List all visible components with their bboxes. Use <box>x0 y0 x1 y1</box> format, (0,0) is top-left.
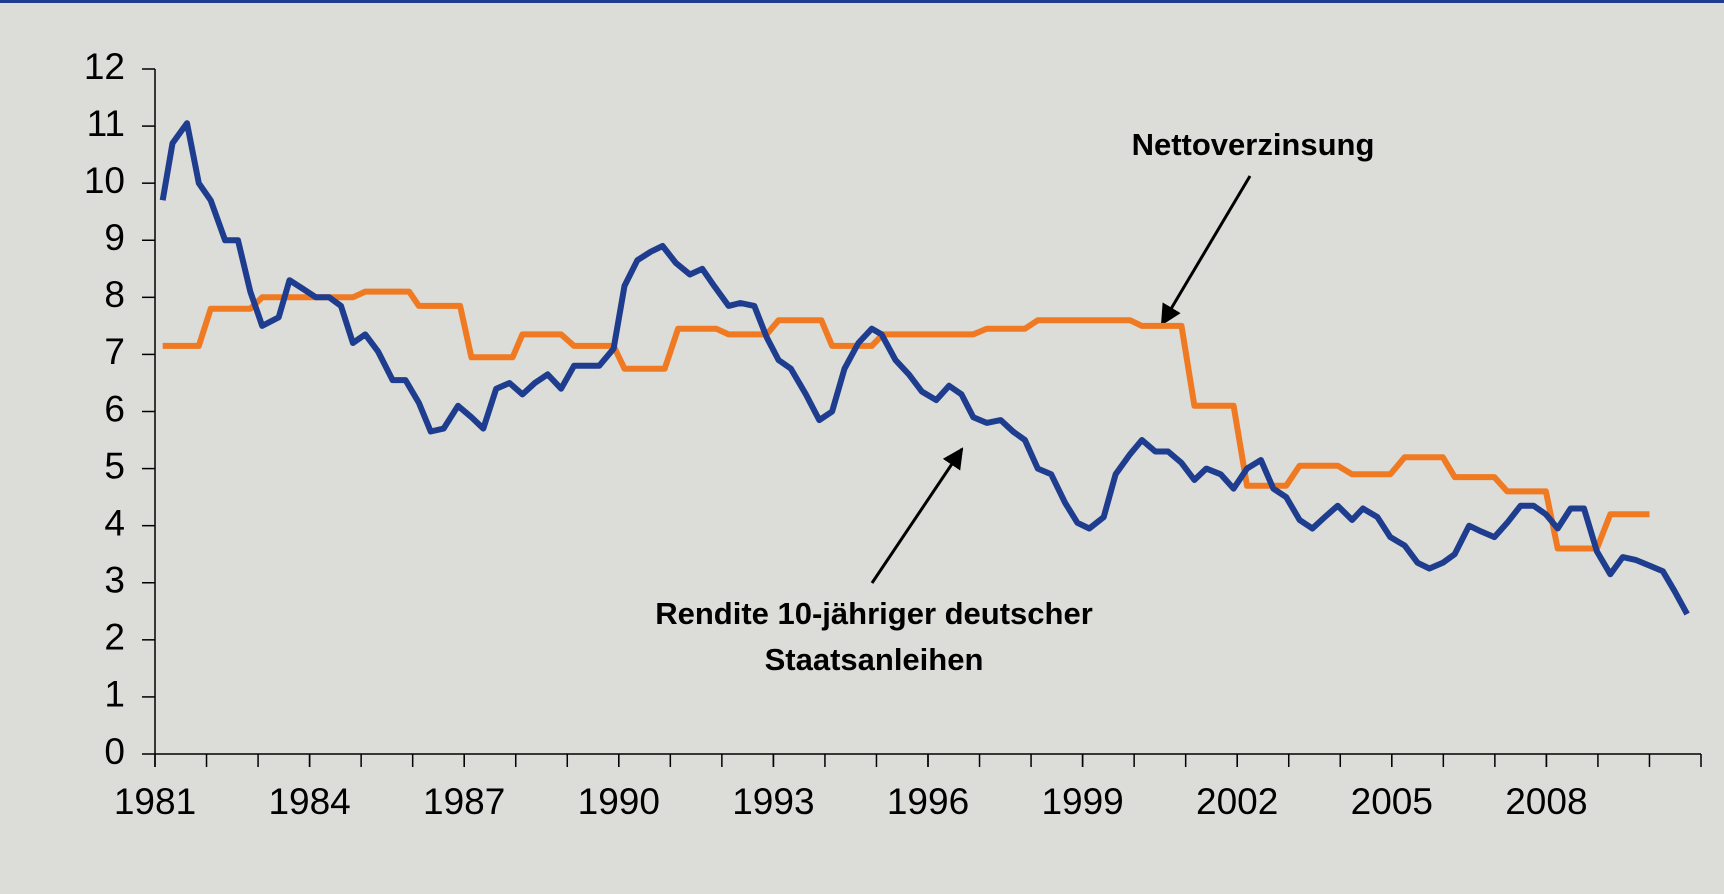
series-line <box>159 120 1690 616</box>
y-tick-label: 12 <box>84 46 125 87</box>
x-tick-label: 2002 <box>1196 781 1278 822</box>
x-tick-label: 1984 <box>268 781 350 822</box>
annotation: Staatsanleihen <box>765 642 984 677</box>
x-tick-label: 1990 <box>578 781 660 822</box>
y-tick-label: 4 <box>104 502 125 543</box>
y-tick-label: 2 <box>104 617 125 658</box>
annotation-arrow <box>870 447 964 584</box>
annotation: Nettoverzinsung <box>1132 127 1375 162</box>
y-tick-label: 9 <box>104 217 125 258</box>
y-tick-label: 8 <box>104 274 125 315</box>
x-tick-label: 1993 <box>732 781 814 822</box>
annotation-arrow <box>1160 175 1252 326</box>
x-tick-label: 1996 <box>887 781 969 822</box>
y-tick-label: 1 <box>104 674 125 715</box>
x-tick-label: 1981 <box>114 781 196 822</box>
y-tick-label: 11 <box>87 103 125 144</box>
x-tick-label: 2008 <box>1505 781 1587 822</box>
y-tick-label: 6 <box>104 388 125 429</box>
y-tick-label: 3 <box>104 560 125 601</box>
x-tick-label: 2005 <box>1351 781 1433 822</box>
y-tick-label: 0 <box>104 731 125 772</box>
top-border <box>0 0 1724 3</box>
series-line <box>162 288 1650 552</box>
x-tick-label: 1987 <box>423 781 505 822</box>
x-tick-label: 1999 <box>1041 781 1123 822</box>
y-tick-label: 5 <box>104 445 125 486</box>
y-tick-label: 10 <box>84 160 125 201</box>
y-tick-label: 7 <box>104 331 125 372</box>
annotation: Rendite 10-jähriger deutscher <box>655 596 1093 631</box>
